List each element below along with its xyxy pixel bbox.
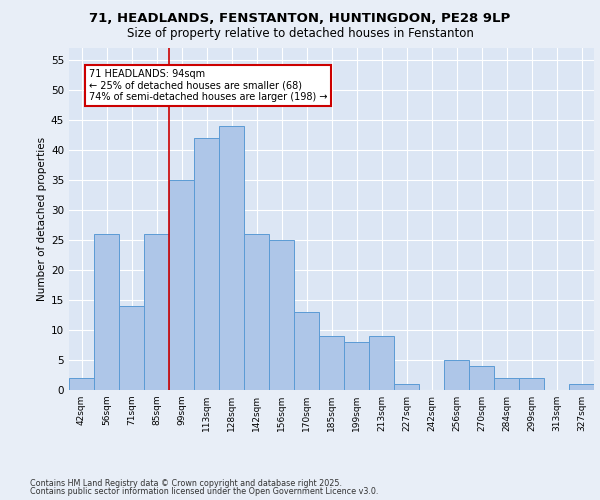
Bar — [194, 138, 219, 390]
Text: 71, HEADLANDS, FENSTANTON, HUNTINGDON, PE28 9LP: 71, HEADLANDS, FENSTANTON, HUNTINGDON, P… — [89, 12, 511, 26]
Bar — [69, 378, 94, 390]
Bar — [494, 378, 519, 390]
Y-axis label: Number of detached properties: Number of detached properties — [37, 136, 47, 301]
Bar — [294, 312, 319, 390]
Text: Size of property relative to detached houses in Fenstanton: Size of property relative to detached ho… — [127, 28, 473, 40]
Text: Contains HM Land Registry data © Crown copyright and database right 2025.: Contains HM Land Registry data © Crown c… — [30, 478, 342, 488]
Bar — [519, 378, 544, 390]
Bar — [269, 240, 294, 390]
Bar — [344, 342, 369, 390]
Text: Contains public sector information licensed under the Open Government Licence v3: Contains public sector information licen… — [30, 487, 379, 496]
Bar — [219, 126, 244, 390]
Bar — [169, 180, 194, 390]
Bar — [119, 306, 144, 390]
Bar — [394, 384, 419, 390]
Bar — [319, 336, 344, 390]
Bar — [369, 336, 394, 390]
Bar — [144, 234, 169, 390]
Bar — [444, 360, 469, 390]
Bar — [469, 366, 494, 390]
Bar — [94, 234, 119, 390]
Bar — [569, 384, 594, 390]
Bar — [244, 234, 269, 390]
Text: 71 HEADLANDS: 94sqm
← 25% of detached houses are smaller (68)
74% of semi-detach: 71 HEADLANDS: 94sqm ← 25% of detached ho… — [89, 68, 328, 102]
